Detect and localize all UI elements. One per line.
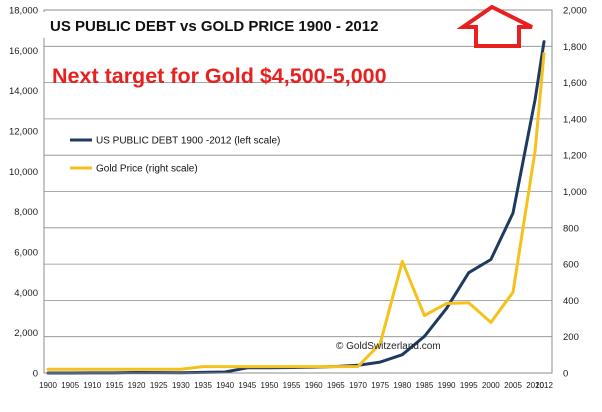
chart-title: US PUBLIC DEBT vs GOLD PRICE 1900 - 2012	[50, 18, 378, 35]
x-tick-label: 2012	[535, 381, 553, 390]
x-tick-label: 1945	[238, 381, 256, 390]
left-tick-label: 16,000	[9, 46, 38, 57]
x-tick-label: 1930	[172, 381, 190, 390]
left-tick-label: 2,000	[14, 328, 38, 339]
gridlines	[44, 45, 552, 338]
right-tick-label: 1,200	[563, 151, 587, 162]
x-tick-label: 1905	[61, 381, 79, 390]
left-tick-label: 4,000	[14, 288, 38, 299]
x-tick-label: 2000	[482, 381, 500, 390]
x-tick-label: 1965	[327, 381, 345, 390]
left-tick-label: 18,000	[9, 6, 38, 17]
x-tick-label: 1940	[216, 381, 234, 390]
x-tick-label: 1955	[283, 381, 301, 390]
x-tick-label: 1920	[128, 381, 146, 390]
left-tick-label: 0	[33, 369, 38, 380]
right-tick-label: 400	[563, 296, 579, 307]
x-tick-label: 1925	[150, 381, 168, 390]
right-tick-label: 1,000	[563, 187, 587, 198]
up-arrow-outline-icon	[456, 4, 533, 48]
x-axis-ticks: 1900 1905 1910 1915 1920 1925 1930 1935 1940 1945…	[39, 381, 553, 390]
x-tick-label: 1950	[261, 381, 279, 390]
x-tick-label: 1975	[371, 381, 389, 390]
x-tick-label: 1935	[194, 381, 212, 390]
left-tick-label: 12,000	[9, 127, 38, 138]
gold-series-line	[46, 52, 546, 371]
x-tick-label: 1915	[106, 381, 124, 390]
watermark-text: © GoldSwitzerland.com	[336, 341, 441, 352]
right-tick-label: 200	[563, 332, 579, 343]
right-axis-ticks: 0 200 400 600 800 1,000 1,200 1,400 1,600 1,800 2,…	[563, 6, 587, 380]
x-tick-label: 1970	[349, 381, 367, 390]
legend: US PUBLIC DEBT 1900 -2012 (left scale) Go…	[70, 136, 280, 175]
right-tick-label: 800	[563, 223, 579, 234]
right-tick-label: 1,400	[563, 114, 587, 125]
left-tick-label: 14,000	[9, 86, 38, 97]
axes	[43, 9, 553, 374]
x-tick-label: 1980	[393, 381, 411, 390]
right-tick-label: 2,000	[563, 6, 587, 17]
right-tick-label: 0	[563, 369, 568, 380]
x-tick-label: 1910	[83, 381, 101, 390]
left-tick-label: 8,000	[14, 207, 38, 218]
left-tick-label: 6,000	[14, 248, 38, 259]
legend-label: Gold Price (right scale)	[96, 164, 198, 175]
x-tick-label: 1900	[39, 381, 57, 390]
right-tick-label: 1,800	[563, 42, 587, 53]
left-axis-ticks: 0 2,000 4,000 6,000 8,000 10,000 12,000 14,000 1…	[9, 6, 38, 380]
plot-border	[43, 9, 553, 374]
headline-text: Next target for Gold $4,500-5,000	[52, 64, 387, 88]
x-tick-label: 1990	[438, 381, 456, 390]
legend-label: US PUBLIC DEBT 1900 -2012 (left scale)	[96, 136, 280, 147]
right-tick-label: 600	[563, 260, 579, 271]
x-tick-label: 1985	[416, 381, 434, 390]
x-tick-label: 2005	[504, 381, 522, 390]
right-tick-label: 1,600	[563, 78, 587, 89]
title-box	[40, 12, 366, 38]
x-tick-label: 1995	[460, 381, 478, 390]
left-tick-label: 10,000	[9, 167, 38, 178]
x-tick-label: 2010	[526, 381, 544, 390]
x-tick-label: 1960	[305, 381, 323, 390]
